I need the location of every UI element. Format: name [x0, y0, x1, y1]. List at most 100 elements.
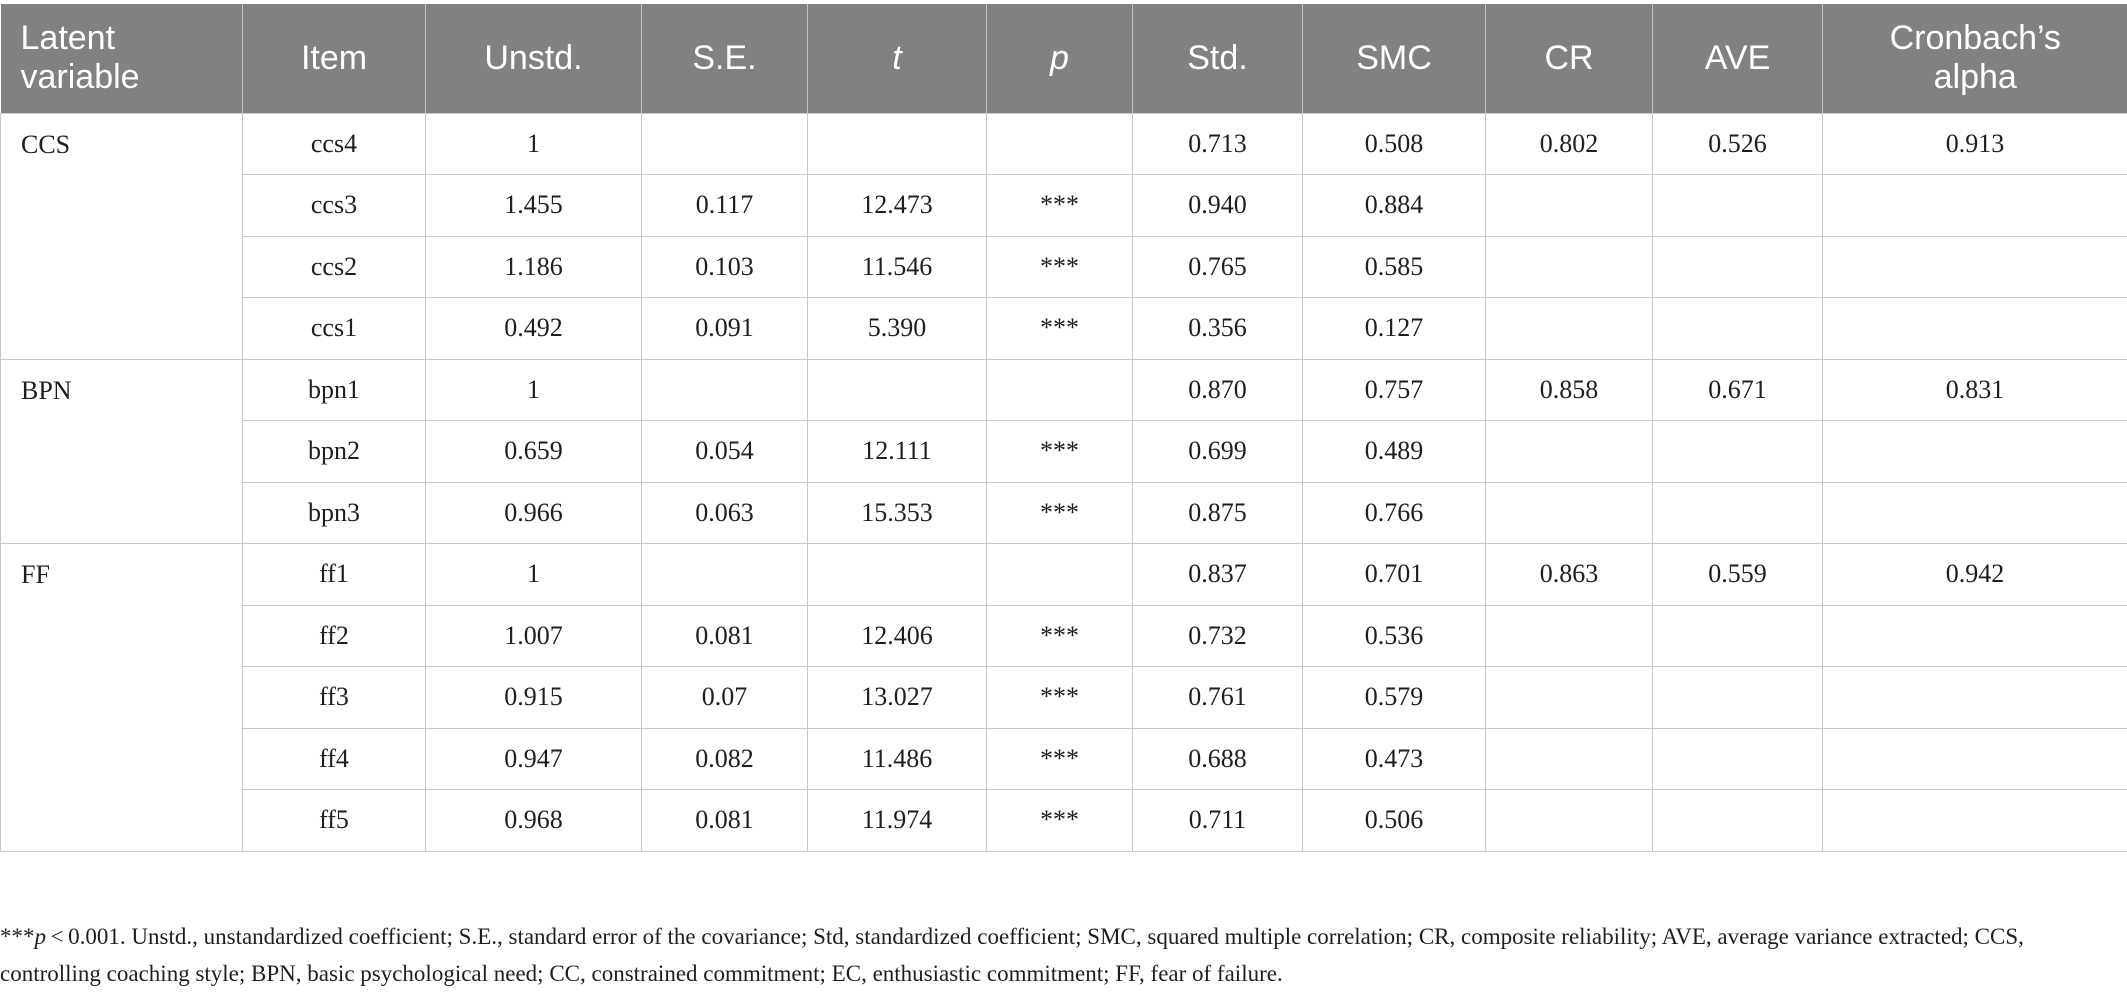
cell-t: 11.546 — [807, 235, 987, 298]
cell-cr — [1485, 604, 1653, 667]
cell-std: 0.711 — [1132, 789, 1303, 852]
cell-cr — [1485, 420, 1653, 483]
cell-unstd: 1.455 — [425, 174, 642, 237]
footnote-p-symbol: p — [34, 924, 47, 949]
cell-se: 0.081 — [641, 604, 808, 667]
cell-smc: 0.701 — [1302, 543, 1486, 606]
table-row: ff5 0.968 0.081 11.974 *** 0.711 0.506 — [1, 789, 2127, 852]
cell-std: 0.761 — [1132, 666, 1303, 729]
table-row: ccs3 1.455 0.117 12.473 *** 0.940 0.884 — [1, 174, 2127, 237]
cell-item: ff3 — [242, 666, 426, 729]
cell-cr — [1485, 481, 1653, 544]
cell-t: 12.111 — [807, 420, 987, 483]
cell-smc: 0.473 — [1302, 727, 1486, 790]
cell-cr: 0.863 — [1485, 543, 1653, 606]
cell-smc: 0.536 — [1302, 604, 1486, 667]
table-row: ccs2 1.186 0.103 11.546 *** 0.765 0.585 — [1, 235, 2127, 298]
header-ave: AVE — [1652, 4, 1823, 113]
cell-item: ccs4 — [242, 112, 426, 175]
cell-ave: 0.526 — [1652, 112, 1823, 175]
cell-cr — [1485, 789, 1653, 852]
cell-p — [986, 358, 1133, 421]
footnote-text: < 0.001. Unstd., unstandardized coeffici… — [0, 924, 2024, 986]
table-row: ff2 1.007 0.081 12.406 *** 0.732 0.536 — [1, 604, 2127, 667]
table-row: CCS ccs4 1 0.713 0.508 0.802 0.526 0.913 — [0, 112, 2127, 360]
cell-cr — [1485, 666, 1653, 729]
cell-cr — [1485, 174, 1653, 237]
cell-item: ff5 — [242, 789, 426, 852]
cell-cr: 0.858 — [1485, 358, 1653, 421]
cell-smc: 0.766 — [1302, 481, 1486, 544]
cell-std: 0.837 — [1132, 543, 1303, 606]
header-item: Item — [242, 4, 426, 113]
cell-alpha — [1822, 481, 2127, 544]
cell-alpha — [1822, 420, 2127, 483]
header-cr: CR — [1485, 4, 1653, 113]
table-header-row: Latent variable Item Unstd. S.E. t p Std.… — [0, 4, 2127, 113]
cell-ave — [1652, 420, 1823, 483]
cell-p: *** — [986, 174, 1133, 237]
cell-cr — [1485, 727, 1653, 790]
cell-alpha — [1822, 789, 2127, 852]
cell-ave — [1652, 235, 1823, 298]
header-std: Std. — [1132, 4, 1303, 113]
cell-ave — [1652, 666, 1823, 729]
table-row: bpn3 0.966 0.063 15.353 *** 0.875 0.766 — [1, 481, 2127, 544]
cell-item: bpn3 — [242, 481, 426, 544]
header-p: p — [986, 4, 1133, 113]
cell-p: *** — [986, 604, 1133, 667]
table-row: ccs1 0.492 0.091 5.390 *** 0.356 0.127 — [1, 297, 2127, 360]
cell-item: bpn1 — [242, 358, 426, 421]
cell-unstd: 1.186 — [425, 235, 642, 298]
latent-variable-cell: FF — [0, 543, 243, 852]
cell-alpha — [1822, 666, 2127, 729]
cell-unstd: 0.966 — [425, 481, 642, 544]
cell-smc: 0.884 — [1302, 174, 1486, 237]
header-smc: SMC — [1302, 4, 1486, 113]
table-body: CCS ccs4 1 0.713 0.508 0.802 0.526 0.913 ccs3 1.4… — [0, 112, 2127, 852]
cell-unstd: 1.007 — [425, 604, 642, 667]
cell-se: 0.091 — [641, 297, 808, 360]
cell-se — [641, 543, 808, 606]
cell-unstd: 0.968 — [425, 789, 642, 852]
cell-smc: 0.508 — [1302, 112, 1486, 175]
cell-smc: 0.127 — [1302, 297, 1486, 360]
latent-variable-cell: CCS — [0, 112, 243, 360]
table-row: FF ff1 1 0.837 0.701 0.863 0.559 0.942 — [0, 543, 2127, 852]
cell-cr — [1485, 297, 1653, 360]
cell-unstd: 1 — [425, 358, 642, 421]
cell-ave — [1652, 297, 1823, 360]
cell-alpha — [1822, 174, 2127, 237]
cell-item: ff1 — [242, 543, 426, 606]
cell-unstd: 0.492 — [425, 297, 642, 360]
cell-std: 0.870 — [1132, 358, 1303, 421]
table-footnote: ***p < 0.001. Unstd., unstandardized coe… — [0, 918, 2110, 992]
cell-t: 13.027 — [807, 666, 987, 729]
table-row: ff3 0.915 0.07 13.027 *** 0.761 0.579 — [1, 666, 2127, 729]
cell-ave — [1652, 481, 1823, 544]
cell-t: 5.390 — [807, 297, 987, 360]
cell-std: 0.765 — [1132, 235, 1303, 298]
cell-cr — [1485, 235, 1653, 298]
cell-t: 11.486 — [807, 727, 987, 790]
cell-unstd: 0.947 — [425, 727, 642, 790]
cell-alpha — [1822, 604, 2127, 667]
cell-ave: 0.559 — [1652, 543, 1823, 606]
cell-ave: 0.671 — [1652, 358, 1823, 421]
cell-ave — [1652, 727, 1823, 790]
cell-std: 0.699 — [1132, 420, 1303, 483]
cell-p: *** — [986, 666, 1133, 729]
cell-se — [641, 358, 808, 421]
header-latent-variable: Latent variable — [0, 4, 243, 113]
cell-smc: 0.757 — [1302, 358, 1486, 421]
cell-se: 0.081 — [641, 789, 808, 852]
cell-std: 0.940 — [1132, 174, 1303, 237]
cell-unstd: 1 — [425, 112, 642, 175]
cell-item: ccs1 — [242, 297, 426, 360]
cell-t: 12.473 — [807, 174, 987, 237]
cell-p: *** — [986, 235, 1133, 298]
cell-alpha — [1822, 727, 2127, 790]
cell-alpha — [1822, 297, 2127, 360]
cell-alpha: 0.831 — [1822, 358, 2127, 421]
cell-t — [807, 543, 987, 606]
